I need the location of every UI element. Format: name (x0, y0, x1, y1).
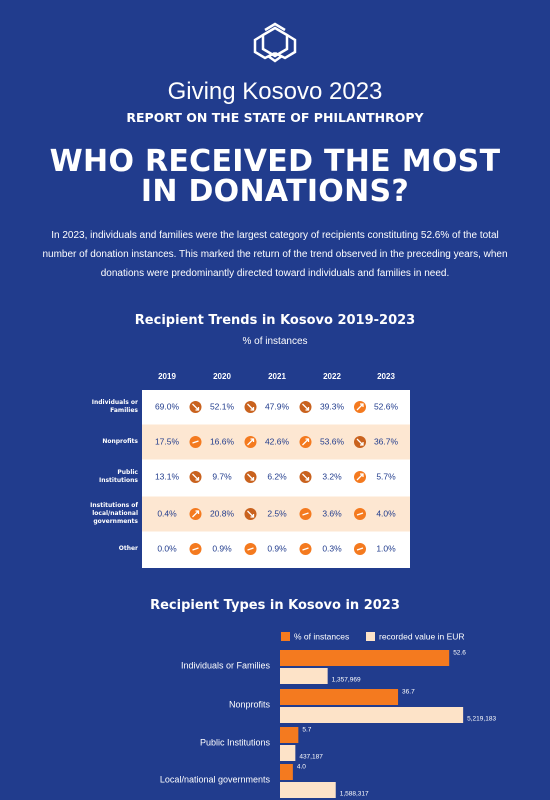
trend-arrow (356, 473, 364, 481)
cell: 5.7% (376, 471, 396, 481)
title: Giving Kosovo 2023 (167, 78, 383, 105)
cell: 39.3% (320, 401, 345, 411)
bar (280, 650, 450, 666)
column-header: 2023 (377, 372, 395, 381)
table-subtitle: % of instances (242, 336, 308, 347)
headline: WHO RECEIVED THE MOST IN DONATIONS? (49, 144, 501, 209)
category-label: Individuals or Families (181, 660, 271, 670)
trend-arrow (356, 547, 364, 551)
trend-arrow (247, 438, 255, 446)
cell: 69.0% (155, 401, 180, 411)
bar (280, 782, 336, 798)
trend-arrow (302, 438, 310, 446)
cell: 13.1% (155, 471, 180, 481)
cell: 4.0% (376, 508, 396, 518)
cell: 2.5% (267, 508, 287, 518)
bar (280, 745, 296, 761)
legend-label: % of instances (294, 631, 349, 641)
cell: 3.6% (322, 508, 342, 518)
category-label: Local/national governments (160, 774, 271, 784)
legend-label: recorded value in EUR (379, 631, 465, 641)
cell: 9.7% (212, 471, 232, 481)
chart-title: Recipient Types in Kosovo in 2023 (150, 598, 400, 613)
cell: 0.4% (157, 508, 177, 518)
trend-arrow (302, 512, 309, 516)
value-label: 1,588,317 (340, 791, 369, 798)
bar (280, 707, 464, 723)
value-label: 52.6 (453, 650, 466, 657)
trend-arrow (192, 473, 200, 481)
trend-arrow (247, 403, 255, 411)
value-label: 437,187 (299, 754, 323, 761)
category-label: Public Institutions (200, 737, 271, 747)
category-label: Nonprofits (229, 699, 271, 709)
value-label: 1,357,969 (332, 677, 361, 684)
cell: 0.9% (267, 543, 287, 553)
trend-arrow (247, 510, 255, 518)
subtitle: REPORT ON THE STATE OF PHILANTHROPY (126, 110, 424, 125)
value-label: 36.7 (402, 689, 415, 696)
trend-arrow (247, 473, 255, 481)
bar (280, 727, 299, 743)
cell: 16.6% (210, 436, 235, 446)
trend-arrow (192, 510, 200, 518)
bar (280, 689, 399, 705)
trend-arrow (302, 473, 310, 481)
value-label: 4.0 (297, 764, 306, 771)
column-header: 2021 (268, 372, 286, 381)
trend-arrow (302, 403, 310, 411)
cell: 0.9% (212, 543, 232, 553)
value-label: 5.7 (302, 727, 311, 734)
row-label: Other (118, 545, 138, 552)
cell: 17.5% (155, 436, 180, 446)
bar (280, 668, 328, 684)
column-header: 2022 (323, 372, 341, 381)
row-label: Nonprofits (102, 438, 138, 445)
intro: In 2023, individuals and families were t… (42, 230, 508, 279)
cell: 0.3% (322, 543, 342, 553)
trend-arrow (356, 438, 364, 446)
cell: 52.1% (210, 401, 235, 411)
cell: 0.0% (157, 543, 177, 553)
row-label: Individuals or Families (91, 399, 138, 414)
cell: 3.2% (322, 471, 342, 481)
cell: 1.0% (376, 543, 396, 553)
cell: 52.6% (374, 401, 399, 411)
column-header: 2019 (158, 372, 176, 381)
trend-arrow (247, 547, 254, 551)
trend-arrow (302, 547, 309, 551)
logo (253, 22, 297, 63)
table-title: Recipient Trends in Kosovo 2019-2023 (134, 313, 416, 328)
trend-arrow (192, 547, 199, 551)
legend-swatch (366, 632, 375, 641)
trend-arrow (192, 403, 200, 411)
column-header: 2020 (213, 372, 231, 381)
row-label: Institutions of local/national governmen… (90, 502, 138, 525)
cell: 36.7% (374, 436, 399, 446)
legend-swatch (281, 632, 290, 641)
bar (280, 764, 293, 780)
value-label: 5,219,183 (467, 716, 496, 723)
trend-arrow (192, 440, 199, 444)
trend-arrow (356, 512, 364, 516)
cell: 47.9% (265, 401, 290, 411)
cell: 20.8% (210, 508, 235, 518)
trend-arrow (356, 403, 364, 411)
cell: 42.6% (265, 436, 290, 446)
row-label: Public Institutions (98, 469, 138, 484)
cell: 53.6% (320, 436, 345, 446)
cell: 6.2% (267, 471, 287, 481)
